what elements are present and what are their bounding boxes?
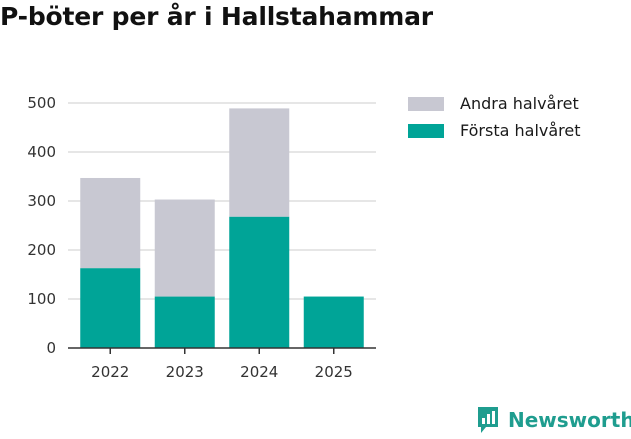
x-tick-label: 2022 [91, 363, 129, 381]
newsworthy-logo: Newsworthy [476, 406, 631, 434]
bar-2025-forsta [303, 296, 364, 348]
newsworthy-logo-icon [478, 407, 498, 433]
bar-2023-forsta [154, 296, 215, 348]
legend-swatch-andra [408, 96, 444, 111]
legend-label-forsta: Första halvåret [460, 121, 581, 140]
y-tick-label: 500 [27, 94, 56, 112]
chart-title: P-böter per år i Hallstahammar [0, 2, 433, 31]
y-tick-label: 200 [27, 241, 56, 259]
bar-2022-forsta [80, 268, 141, 348]
y-tick-label: 400 [27, 143, 56, 161]
bar-2024-andra [229, 108, 290, 217]
legend-label-andra: Andra halvåret [460, 94, 579, 113]
bar-2022-andra [80, 177, 141, 269]
legend-item-andra: Andra halvåret [408, 90, 581, 117]
newsworthy-logo-text: Newsworthy [508, 408, 631, 432]
y-tick-label: 0 [46, 339, 56, 357]
y-tick-label: 100 [27, 290, 56, 308]
legend-swatch-forsta [408, 123, 444, 138]
bar-2024-forsta [229, 216, 290, 348]
x-tick-label: 2023 [166, 363, 204, 381]
legend: Andra halvåret Första halvåret [408, 90, 581, 144]
x-tick-label: 2025 [315, 363, 353, 381]
legend-item-forsta: Första halvåret [408, 117, 581, 144]
bar-2023-andra [154, 199, 215, 297]
y-tick-label: 300 [27, 192, 56, 210]
x-tick-label: 2024 [240, 363, 278, 381]
